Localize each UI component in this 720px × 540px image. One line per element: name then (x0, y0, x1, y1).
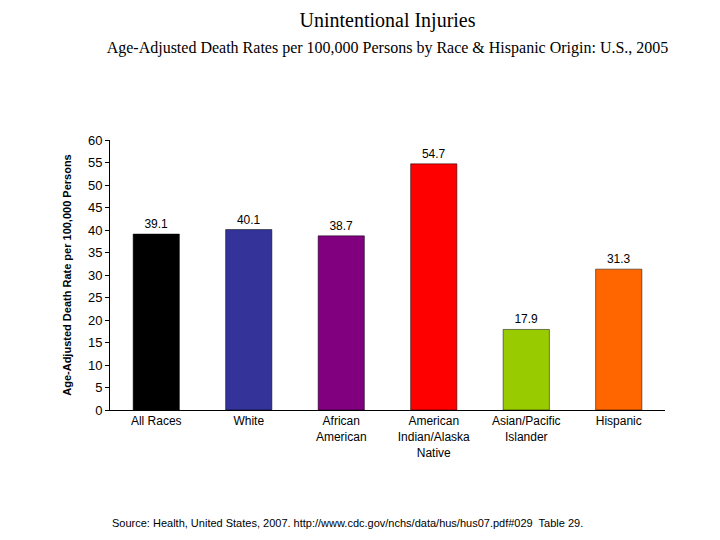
svg-text:AfricanAmerican: AfricanAmerican (316, 414, 367, 444)
svg-text:20: 20 (88, 313, 102, 328)
svg-text:40.1: 40.1 (237, 213, 261, 227)
svg-text:45: 45 (88, 200, 102, 215)
svg-text:50: 50 (88, 178, 102, 193)
svg-text:35: 35 (88, 245, 102, 260)
svg-text:30: 30 (88, 268, 102, 283)
svg-text:17.9: 17.9 (514, 312, 538, 326)
svg-text:Asian/PacificIslander: Asian/PacificIslander (492, 414, 561, 444)
svg-text:AmericanIndian/AlaskaNative: AmericanIndian/AlaskaNative (398, 414, 470, 459)
svg-text:55: 55 (88, 155, 102, 170)
svg-text:Age-Adjusted Death Rate per 10: Age-Adjusted Death Rate per 100,000 Pers… (61, 154, 73, 395)
svg-text:5: 5 (95, 380, 102, 395)
svg-text:All Races: All Races (131, 414, 182, 428)
svg-text:Unintentional InjuriesAge-Adju: Unintentional InjuriesAge-Adjusted Death… (107, 9, 669, 57)
svg-text:Source: Health, United States,: Source: Health, United States, 2007. htt… (112, 517, 583, 529)
svg-text:38.7: 38.7 (329, 219, 353, 233)
svg-text:60: 60 (88, 133, 102, 148)
svg-text:39.1: 39.1 (144, 217, 168, 231)
svg-text:Hispanic: Hispanic (596, 414, 642, 428)
svg-text:0: 0 (95, 403, 102, 418)
svg-text:54.7: 54.7 (422, 147, 446, 161)
svg-text:White: White (233, 414, 264, 428)
svg-text:40: 40 (88, 223, 102, 238)
svg-text:25: 25 (88, 290, 102, 305)
svg-text:15: 15 (88, 335, 102, 350)
svg-text:10: 10 (88, 358, 102, 373)
svg-text:31.3: 31.3 (607, 252, 631, 266)
